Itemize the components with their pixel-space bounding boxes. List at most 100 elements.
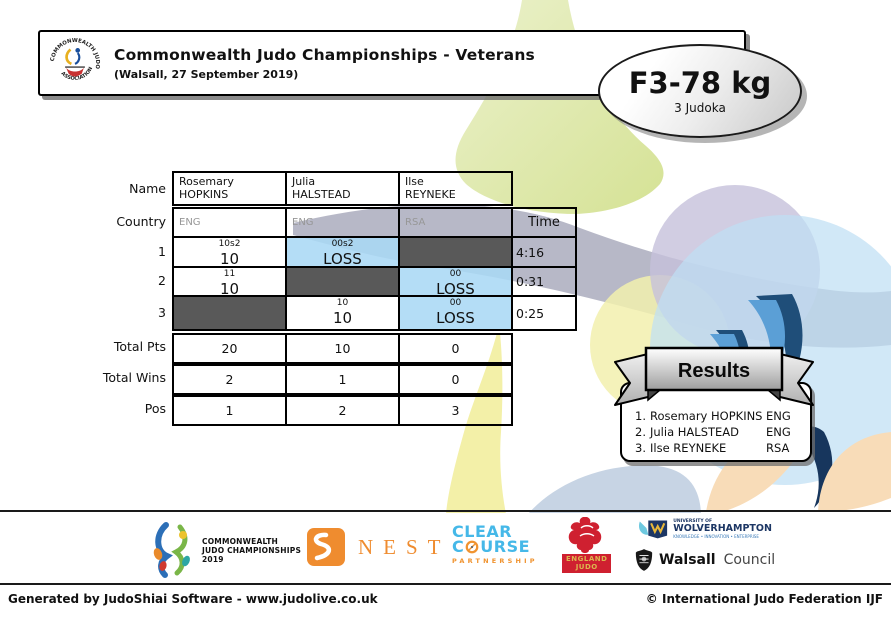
position-cell: 2 (286, 396, 399, 425)
score-value: LOSS (436, 309, 475, 327)
player-name-cell: Julia HALSTEAD (286, 172, 399, 205)
match-blocked-cell (399, 237, 512, 267)
total-wins-cell: 0 (399, 365, 512, 394)
sponsor-walsall-council: Walsall Council (634, 548, 775, 572)
clearcourse-line2: C URSE (452, 537, 538, 556)
sponsor-england-judo: ENGLAND JUDO (562, 516, 612, 573)
country-cell: ENG (173, 208, 286, 237)
sponsor-nest: NEST (306, 527, 451, 567)
result-name: Rosemary HOPKINS (650, 409, 763, 423)
position-cell: 1 (173, 396, 286, 425)
result-name: Ilse REYNEKE (650, 441, 727, 455)
cjc-2019-logo-icon (153, 522, 190, 578)
player-name-cell: Rosemary HOPKINS (173, 172, 286, 205)
score-value: 10 (332, 309, 353, 327)
category-badge: F3-78 kg 3 Judoka (598, 44, 802, 138)
walsall-bold-text: Walsall (659, 552, 716, 568)
player-last-name: HOPKINS (179, 188, 229, 201)
blue-hill-shape (528, 465, 701, 514)
england-judo-line2: JUDO (575, 563, 598, 571)
score-code: 10 (336, 298, 349, 308)
player-first-name: Julia (292, 175, 316, 188)
player-first-name: Rosemary (179, 175, 234, 188)
player-first-name: Ilse (405, 175, 424, 188)
row-label-pos: Pos (144, 401, 166, 416)
score-code: 10s2 (218, 239, 241, 249)
category-entry-count: 3 Judoka (674, 100, 726, 115)
result-rank: 1. (635, 409, 646, 423)
cjc-text-line1: COMMONWEALTH (202, 536, 278, 546)
total-pts-cell: 20 (173, 334, 286, 363)
yellow-ribbon-shape (446, 333, 506, 514)
walsall-regular-text: Council (723, 552, 776, 568)
player-last-name: HALSTEAD (292, 188, 351, 201)
player-last-name: REYNEKE (405, 188, 456, 201)
match-blocked-cell (173, 296, 286, 330)
country-cell: ENG (286, 208, 399, 237)
compass-icon (465, 540, 479, 553)
country-cell: RSA (399, 208, 512, 237)
sponsor-wolverhampton: UNIVERSITY OF WOLVERHAMPTON KNOWLEDGE • … (637, 518, 772, 540)
score-code: 00s2 (331, 239, 354, 249)
row-label-total-wins: Total Wins (102, 370, 166, 385)
results-ribbon-banner: Results (614, 346, 814, 406)
match-blocked-cell (286, 267, 399, 296)
pool-match-grid: ENG ENG RSA Time 10s2 10 00s2 LOSS 4:16 … (172, 207, 577, 331)
total-pts-row: 20 10 0 (172, 333, 513, 364)
result-rank: 2. (635, 425, 646, 439)
row-label-total-pts: Total Pts (113, 339, 166, 354)
wolverhampton-line1: UNIVERSITY OF (673, 519, 713, 524)
page-title: Commonwealth Judo Championships - Vetera… (114, 45, 535, 64)
clearcourse-line2-prefix: C (452, 537, 465, 556)
sponsor-universities: UNIVERSITY OF WOLVERHAMPTON KNOWLEDGE • … (634, 518, 775, 572)
row-label-name: Name (129, 181, 166, 196)
cjc-text-line3: 2019 (202, 554, 224, 564)
total-wins-row: 2 1 0 (172, 364, 513, 395)
logo-strip-background (0, 513, 891, 630)
total-pts-cell: 0 (399, 334, 512, 363)
score-code: 00 (449, 298, 462, 308)
wolverhampton-logo-icon (639, 520, 668, 539)
row-label-match-3: 3 (158, 305, 166, 320)
cjc-text-line2: JUDO CHAMPIONSHIPS (202, 545, 302, 555)
result-name: Julia HALSTEAD (650, 425, 740, 439)
score-code: 00 (449, 269, 462, 279)
sponsor-clearcourse: CLEAR C URSE PARTNERSHIP (452, 522, 538, 566)
wolverhampton-tagline: KNOWLEDGE • INNOVATION • ENTERPRISE (673, 534, 759, 539)
score-value: 10 (219, 250, 240, 267)
result-entry: 2. Julia HALSTEAD ENG (635, 424, 802, 440)
row-label-match-1: 1 (158, 244, 166, 259)
total-wins-cell: 2 (173, 365, 286, 394)
result-country: ENG (766, 425, 791, 439)
commonwealth-judo-association-logo-icon: COMMONWEALTH JUDO ASSOCIATION (49, 37, 101, 89)
total-wins-cell: 1 (286, 365, 399, 394)
time-column-header: Time (512, 208, 576, 237)
match-time-cell: 0:31 (512, 267, 576, 296)
footer-copyright: © International Judo Federation IJF (645, 592, 883, 606)
position-cell: 3 (399, 396, 512, 425)
name-row: Rosemary HOPKINS Julia HALSTEAD Ilse REY… (172, 171, 513, 206)
england-judo-line1: ENGLAND (566, 555, 608, 563)
clearcourse-tagline: PARTNERSHIP (452, 557, 538, 565)
wolverhampton-line2: WOLVERHAMPTON (673, 523, 772, 534)
row-label-country: Country (116, 214, 166, 229)
result-entry: 3. Ilse REYNEKE RSA (635, 440, 802, 456)
match-score-cell: 10s2 10 (173, 237, 286, 267)
result-country: ENG (766, 409, 791, 423)
category-weight-class: F3-78 kg (628, 65, 772, 100)
match-loss-cell: 00 LOSS (399, 296, 512, 330)
total-pts-cell: 10 (286, 334, 399, 363)
score-value: 10 (219, 280, 240, 296)
strip-top-line (0, 510, 891, 512)
result-entry: 1. Rosemary HOPKINS ENG (635, 408, 802, 424)
match-loss-cell: 00 LOSS (399, 267, 512, 296)
player-name-cell: Ilse REYNEKE (399, 172, 512, 205)
clearcourse-line1: CLEAR (452, 522, 513, 541)
match-score-cell: 10 10 (286, 296, 399, 330)
footer-generator-credit: Generated by JudoShiai Software - www.ju… (8, 592, 378, 606)
score-code: 11 (223, 269, 236, 279)
nest-logo-icon (307, 528, 345, 566)
match-time-cell: 0:25 (512, 296, 576, 330)
match-loss-cell: 00s2 LOSS (286, 237, 399, 267)
